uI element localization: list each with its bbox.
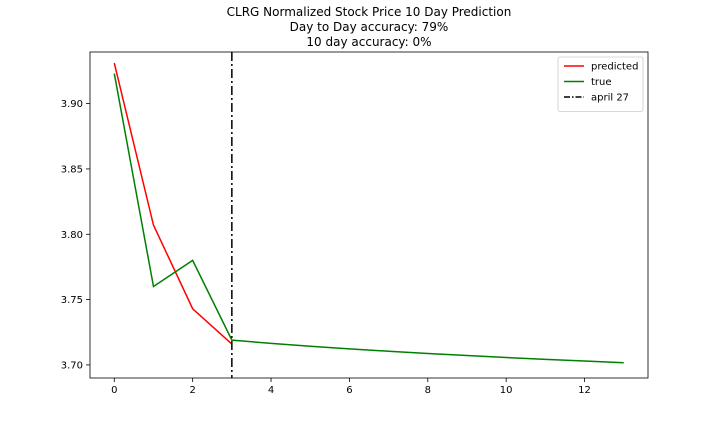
x-tick-label: 0 [111,385,117,396]
legend-label-predicted: predicted [591,62,638,73]
chart-title: CLRG Normalized Stock Price 10 Day Predi… [227,5,512,19]
plot-area [113,52,624,378]
plot-frame [89,51,649,379]
y-tick-label: 3.70 [61,360,83,371]
series-line-true [113,73,624,364]
x-tick-label: 12 [578,385,591,396]
x-tick-label: 4 [268,385,274,396]
legend-label-true: true [591,77,612,88]
y-tick-label: 3.80 [61,230,83,241]
series-line-predicted [113,62,233,345]
legend: predicted true april 27 [557,56,644,112]
x-tick-label: 8 [425,385,431,396]
legend-label-april-27: april 27 [591,93,629,104]
x-tick-label: 10 [500,385,513,396]
y-tick-label: 3.90 [61,99,83,110]
y-tick-label: 3.85 [61,164,83,175]
x-tick-label: 6 [346,385,352,396]
legend-box [557,56,644,112]
chart-subtitle-line-2: 10 day accuracy: 0% [306,35,431,49]
chart-titles: CLRG Normalized Stock Price 10 Day Predi… [227,5,512,49]
axes: 0 2 4 6 8 10 12 3.70 3.75 3.80 3.85 3.90 [61,51,649,396]
chart-subtitle-line-1: Day to Day accuracy: 79% [290,20,449,34]
x-tick-label: 2 [189,385,195,396]
y-tick-label: 3.75 [61,295,83,306]
